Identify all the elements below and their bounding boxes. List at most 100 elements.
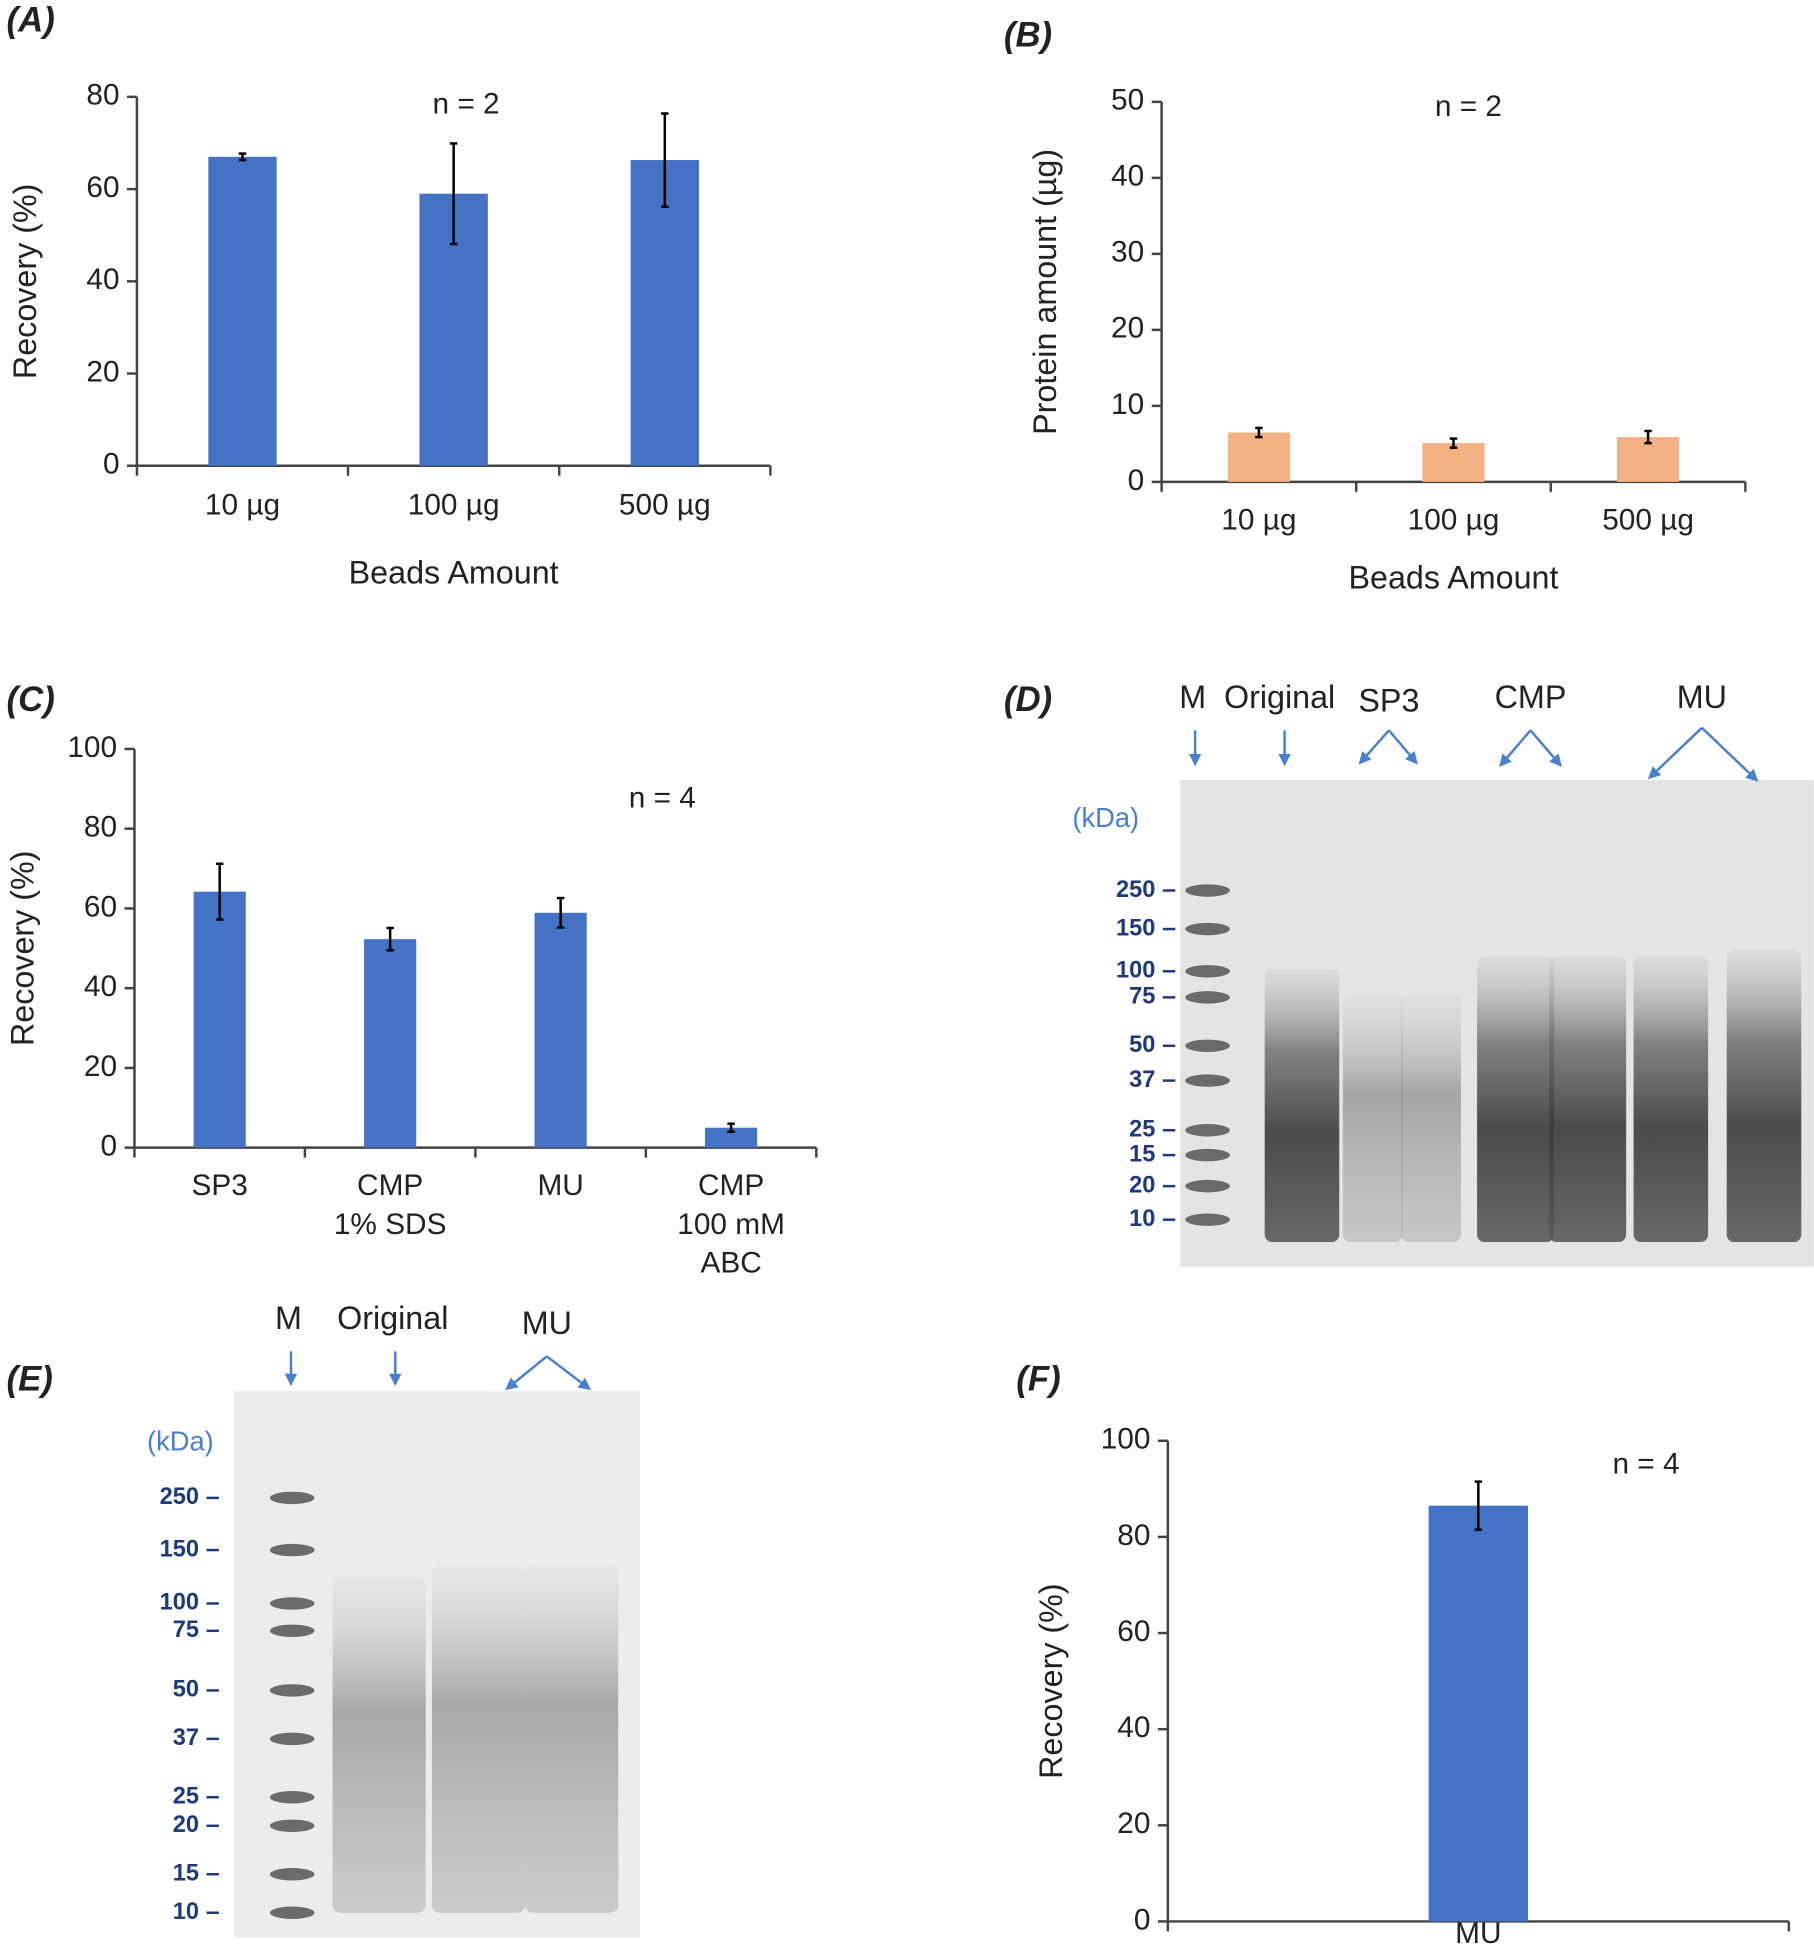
lane-arrow (1387, 729, 1418, 765)
panel-label: (E) (7, 1360, 53, 1398)
gel-lane (1477, 956, 1555, 1243)
lane-arrow (1647, 726, 1703, 780)
y-tick-label: 0 (100, 1130, 117, 1163)
gel-lane (1342, 993, 1403, 1243)
marker-band (1185, 1148, 1230, 1162)
y-tick-label: 20 (84, 1050, 117, 1083)
y-axis-label: Protein amount (µg) (1027, 149, 1063, 435)
y-tick-label: 10 (1111, 388, 1144, 421)
annotation: n = 2 (433, 87, 500, 120)
y-tick-label: 60 (1117, 1615, 1150, 1648)
lane-label: SP3 (1358, 683, 1419, 719)
y-axis-label: Recovery (%) (1033, 1583, 1069, 1779)
y-tick-label: 60 (84, 890, 117, 923)
unit-label: (kDa) (1072, 802, 1139, 833)
bar (208, 156, 277, 466)
panel-label: (A) (7, 2, 55, 40)
bar (630, 160, 699, 466)
marker-label: 100 (160, 1589, 199, 1615)
lane-arrow (546, 1355, 592, 1391)
x-tick-label: 100 µg (408, 489, 500, 522)
x-tick-label: 10 µg (205, 489, 280, 522)
gel-lane (1726, 950, 1802, 1243)
marker-band (1185, 1213, 1230, 1226)
marker-label: 100 (1116, 957, 1155, 983)
marker-band (269, 1732, 315, 1746)
lane-label: Original (337, 1300, 448, 1336)
marker-band (1185, 1124, 1230, 1137)
y-tick-label: 80 (86, 79, 119, 112)
lane-arrow (505, 1355, 548, 1391)
gel-lane (525, 1564, 619, 1913)
y-tick-label: 40 (84, 970, 117, 1003)
marker-band (269, 1906, 315, 1919)
marker-band (1185, 1179, 1230, 1193)
x-tick-label: CMP (698, 1169, 764, 1202)
y-tick-label: 50 (1111, 84, 1144, 117)
marker-band (1185, 884, 1230, 897)
gel-lane (1549, 956, 1627, 1243)
y-tick-label: 40 (1117, 1711, 1150, 1744)
lane-arrow (1358, 729, 1390, 765)
bar (705, 1127, 758, 1148)
marker-label: 250 (160, 1483, 199, 1509)
panel-label: (F) (1016, 1360, 1060, 1398)
y-tick-label: 20 (1117, 1807, 1150, 1840)
x-tick-label: 1% SDS (334, 1208, 447, 1241)
y-tick-label: 0 (1134, 1903, 1151, 1936)
y-tick-label: 0 (103, 448, 120, 481)
marker-band (269, 1597, 315, 1610)
y-axis-label: Recovery (%) (7, 184, 43, 380)
marker-label: 15 (173, 1859, 199, 1885)
lane-label: M (1179, 679, 1206, 715)
marker-label: 150 (1116, 914, 1155, 940)
x-tick-label: 500 µg (1602, 504, 1694, 537)
marker-band (1185, 922, 1230, 936)
lane-arrow (1701, 726, 1759, 782)
y-tick-label: 60 (86, 171, 119, 204)
marker-label: 50 (1129, 1031, 1155, 1057)
gel-lane (431, 1564, 526, 1913)
bar (534, 912, 587, 1148)
marker-band (269, 1819, 315, 1833)
y-tick-label: 100 (67, 731, 117, 764)
y-tick-label: 30 (1111, 236, 1144, 269)
y-tick-label: 80 (84, 811, 117, 844)
annotation: n = 2 (1435, 90, 1502, 123)
lane-arrow (1529, 729, 1562, 767)
gel-lane (332, 1577, 426, 1913)
x-tick-label: ABC (700, 1246, 761, 1279)
y-tick-label: 40 (86, 263, 119, 296)
annotation: n = 4 (1612, 1447, 1679, 1480)
x-axis-label: Beads Amount (349, 555, 559, 591)
x-tick-label: MU (1455, 1917, 1501, 1950)
marker-label: 37 (173, 1724, 199, 1750)
marker-band (269, 1684, 315, 1697)
marker-band (1185, 991, 1230, 1004)
marker-label: 10 (1129, 1205, 1155, 1231)
marker-label: 15 (1129, 1140, 1155, 1166)
y-axis-label: Recovery (%) (5, 851, 41, 1047)
gel-lane (1264, 968, 1340, 1243)
bar (1428, 1505, 1529, 1922)
lane-label: MU (1677, 679, 1727, 715)
marker-label: 25 (173, 1782, 199, 1808)
marker-label: 75 (1129, 983, 1155, 1009)
marker-band (269, 1624, 315, 1638)
panel-label: (D) (1004, 681, 1052, 719)
marker-label: 150 (160, 1535, 199, 1561)
marker-band (269, 1868, 315, 1881)
y-tick-label: 100 (1101, 1423, 1151, 1456)
marker-band (1185, 965, 1230, 978)
marker-label: 20 (1129, 1171, 1155, 1197)
unit-label: (kDa) (147, 1425, 214, 1456)
x-tick-label: MU (537, 1169, 583, 1202)
y-tick-label: 20 (1111, 312, 1144, 345)
y-tick-label: 20 (86, 355, 119, 388)
y-tick-label: 40 (1111, 160, 1144, 193)
bar (193, 891, 246, 1148)
lane-label: M (275, 1300, 302, 1336)
x-tick-label: SP3 (192, 1169, 248, 1202)
x-tick-label: 10 µg (1221, 504, 1296, 537)
